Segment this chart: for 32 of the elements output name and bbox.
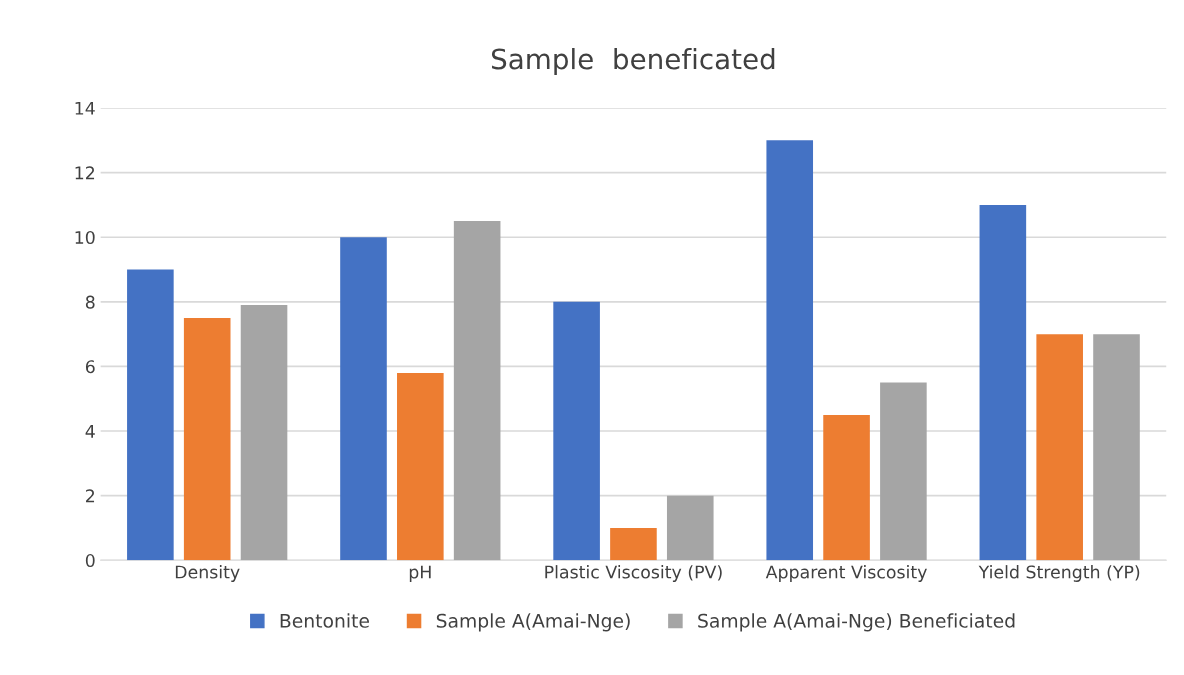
bar xyxy=(127,269,174,561)
bar xyxy=(979,204,1027,561)
legend-label: Bentonite xyxy=(280,613,369,628)
y-tick-label: 0 xyxy=(85,553,95,568)
bar xyxy=(397,372,444,561)
bar xyxy=(666,495,714,561)
y-tick-label: 4 xyxy=(85,424,95,438)
bar xyxy=(823,414,870,561)
x-tick-label: Yield Strength (YP) xyxy=(978,565,1140,582)
y-tick-label: 2 xyxy=(86,489,95,503)
bar xyxy=(553,301,600,561)
bar xyxy=(880,382,927,561)
x-tick-label: Apparent Viscosity xyxy=(765,565,927,582)
x-tick-label: Plastic Viscosity (PV) xyxy=(545,565,722,582)
y-tick-label: 6 xyxy=(85,360,95,374)
bar xyxy=(453,221,501,561)
y-tick-label: 8 xyxy=(85,295,95,309)
legend-label: Sample A(Amai-Nge) Beneficiated xyxy=(698,613,1015,632)
chart-title: Sample beneficated xyxy=(491,48,775,75)
bar xyxy=(766,140,814,561)
bar xyxy=(340,237,387,561)
legend-label: Sample A(Amai-Nge) xyxy=(436,613,630,632)
bar xyxy=(240,305,288,561)
bar xyxy=(610,527,657,561)
bar xyxy=(1036,334,1083,561)
bar xyxy=(1093,334,1140,561)
bar xyxy=(183,317,231,561)
x-tick-label: Density xyxy=(175,565,240,582)
y-tick-label: 12 xyxy=(75,166,95,180)
y-tick-label: 14 xyxy=(75,101,95,115)
y-tick-label: 10 xyxy=(75,230,95,245)
x-tick-label: pH xyxy=(409,565,431,582)
